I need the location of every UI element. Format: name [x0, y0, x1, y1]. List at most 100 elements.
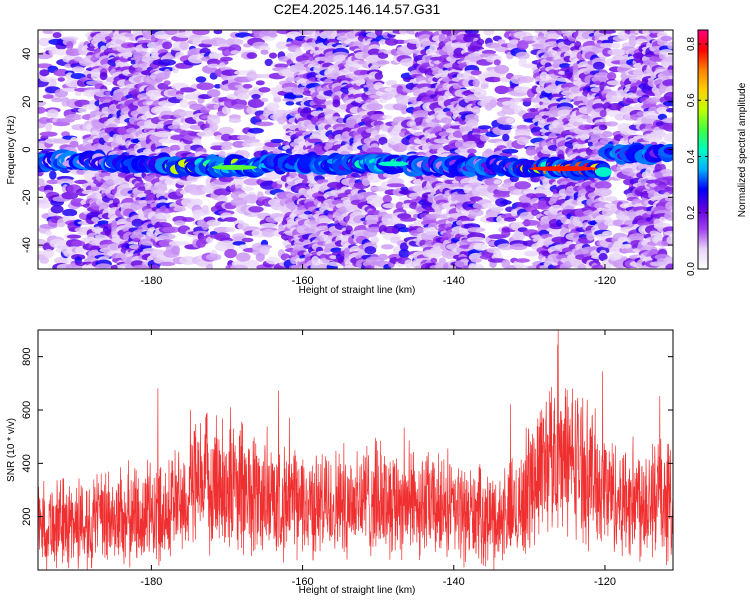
spectrogram-cell — [366, 103, 384, 111]
spectrogram-cell — [516, 136, 529, 146]
spectrogram-cell — [255, 121, 274, 127]
spectrogram-cell — [131, 218, 144, 227]
spectrogram-cell — [374, 72, 383, 80]
spectrogram-cell — [501, 148, 519, 154]
spectrogram-cell — [524, 250, 539, 257]
spectrogram-cell — [481, 49, 496, 55]
spectrogram-cell — [516, 124, 529, 130]
spectrogram-cell — [206, 219, 221, 227]
spectrogram-cell — [124, 33, 134, 38]
spectrogram-cell — [244, 259, 260, 268]
spectrogram-cell — [493, 59, 501, 66]
spectrogram-cell — [398, 227, 411, 233]
spectrogram-cell — [61, 131, 70, 137]
spectrogram-cell — [519, 211, 535, 221]
spectrogram-cell — [662, 117, 673, 124]
spectrogram-cell — [162, 41, 173, 50]
spectrogram-cell — [213, 226, 231, 233]
spectrogram-cell — [258, 87, 271, 93]
spectrogram-cell — [232, 103, 247, 110]
spectrogram-cell — [238, 244, 248, 250]
spectrogram-cell — [265, 256, 281, 265]
spectrogram-cell — [45, 230, 53, 236]
spectrogram-cell — [510, 209, 518, 217]
spectrogram-cell — [62, 208, 78, 217]
spectrogram-cell — [662, 122, 673, 132]
spectrogram-cell — [515, 258, 530, 263]
spectrogram-cell — [381, 93, 393, 100]
spectrogram-cell — [189, 103, 205, 111]
spectrogram-cell — [69, 140, 79, 148]
spectrogram-cell — [175, 93, 184, 100]
spectrogram-cell — [605, 121, 618, 127]
spectrogram-cell — [178, 241, 190, 246]
spectrogram-cell — [611, 42, 621, 49]
spectrogram-cell — [168, 240, 183, 246]
spectrogram-cell — [473, 88, 487, 98]
spectrogram-cell — [370, 113, 387, 121]
spectrogram-cell — [258, 45, 271, 52]
spectrogram-cell — [606, 72, 617, 81]
spectrogram-cell — [576, 118, 588, 123]
spectrogram-cell — [473, 242, 488, 251]
spectrogram-cell — [667, 41, 673, 50]
spectrogram-cell — [51, 97, 64, 103]
spectrogram-cell — [192, 37, 202, 47]
spectrogram-cell — [260, 49, 269, 55]
spectrogram-cell — [522, 220, 541, 226]
spectrogram-cell — [165, 30, 178, 36]
spectrogram-cell — [357, 60, 367, 65]
spectrogram-cell — [404, 259, 413, 269]
spectrogram-cell — [395, 201, 405, 211]
spectrogram-cell — [247, 98, 265, 108]
spectrogram-cell — [207, 116, 221, 125]
spectrogram-cell — [666, 235, 673, 245]
spectrogram-cell — [244, 194, 259, 204]
spectrogram-band — [38, 142, 673, 181]
spectrogram-cell — [247, 73, 265, 79]
spectrogram-cell — [161, 114, 174, 120]
spectrogram-cell — [71, 240, 86, 247]
spectrogram-cell — [332, 99, 341, 108]
spectrogram-cell — [224, 217, 238, 222]
spectrogram-cell — [614, 113, 626, 121]
spectrogram-cell — [118, 36, 131, 41]
spectrogram-cell — [598, 124, 608, 131]
spectrogram-cell — [598, 253, 608, 262]
spectrogram-cell — [662, 79, 673, 87]
spectrogram-cell — [602, 231, 613, 236]
spectrogram-cell — [65, 72, 74, 80]
spectrogram-cell — [242, 83, 253, 89]
spectrogram-cell — [601, 39, 614, 45]
spectrogram-cell — [207, 89, 221, 98]
spectrogram-cell — [266, 102, 280, 112]
spectrogram-cell — [269, 52, 277, 59]
spectrogram-cell — [663, 56, 673, 62]
spectrogram-cell — [386, 183, 405, 188]
spectrogram-cell — [400, 106, 408, 115]
spectrogram-cell — [160, 110, 175, 117]
spectrogram-cell — [90, 186, 100, 191]
spectrogram-cell — [457, 195, 470, 203]
spectrogram-cell — [599, 110, 607, 118]
spectrogram-cell — [225, 227, 236, 233]
spectrogram-cell — [273, 97, 282, 103]
spectrogram-cell — [246, 105, 258, 115]
spectrogram-cell — [493, 193, 511, 198]
chart-title: C2E4.2025.146.14.57.G31 — [274, 1, 441, 17]
spectrogram-cell — [65, 113, 83, 121]
spectrogram-cell — [659, 216, 666, 223]
spectrogram-cell — [45, 122, 53, 132]
spectrogram-cell — [664, 230, 673, 236]
spectrogram-cell — [181, 217, 195, 222]
spectrogram-cell — [255, 252, 265, 262]
spectrogram-cell — [243, 178, 260, 186]
spectrogram-cell — [163, 80, 171, 86]
spectrogram-cell — [434, 210, 442, 215]
spectrogram-cell — [430, 257, 438, 264]
spectrogram-cell — [380, 244, 394, 250]
spectrogram-cell — [237, 93, 250, 101]
spectrogram-cell — [221, 106, 231, 115]
